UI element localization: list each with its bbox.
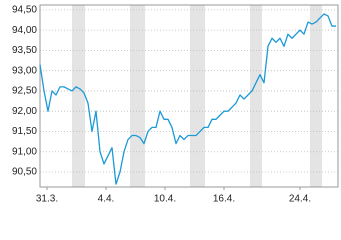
- y-tick-label: 91,00: [12, 146, 37, 157]
- price-line: [39, 13, 336, 185]
- x-tick-label: 4.4.: [98, 194, 115, 205]
- weekend-band: [310, 5, 322, 187]
- y-tick-label: 93,00: [12, 65, 37, 76]
- y-tick-label: 92,50: [12, 86, 37, 97]
- x-tick-label: 10.4.: [154, 194, 176, 205]
- weekend-band: [190, 5, 205, 187]
- x-tick-label: 31.3.: [36, 194, 58, 205]
- weekend-band: [72, 5, 85, 187]
- plot-frame: [39, 4, 339, 188]
- y-tick-label: 92,00: [12, 106, 37, 117]
- y-tick-label: 94,00: [12, 25, 37, 36]
- x-tick-label: 24.4.: [289, 194, 311, 205]
- x-tick-label: 16.4.: [213, 194, 235, 205]
- weekend-band: [250, 5, 262, 187]
- chart: 90,50 91,00 91,50 92,00 92,50 93,00 93,50 94,00…: [12, 4, 339, 205]
- y-tick-label: 90,50: [12, 167, 37, 178]
- y-tick-label: 91,50: [12, 126, 37, 137]
- y-tick-label: 93,50: [12, 45, 37, 56]
- y-tick-label: 94,50: [12, 5, 37, 16]
- weekend-band: [130, 5, 145, 187]
